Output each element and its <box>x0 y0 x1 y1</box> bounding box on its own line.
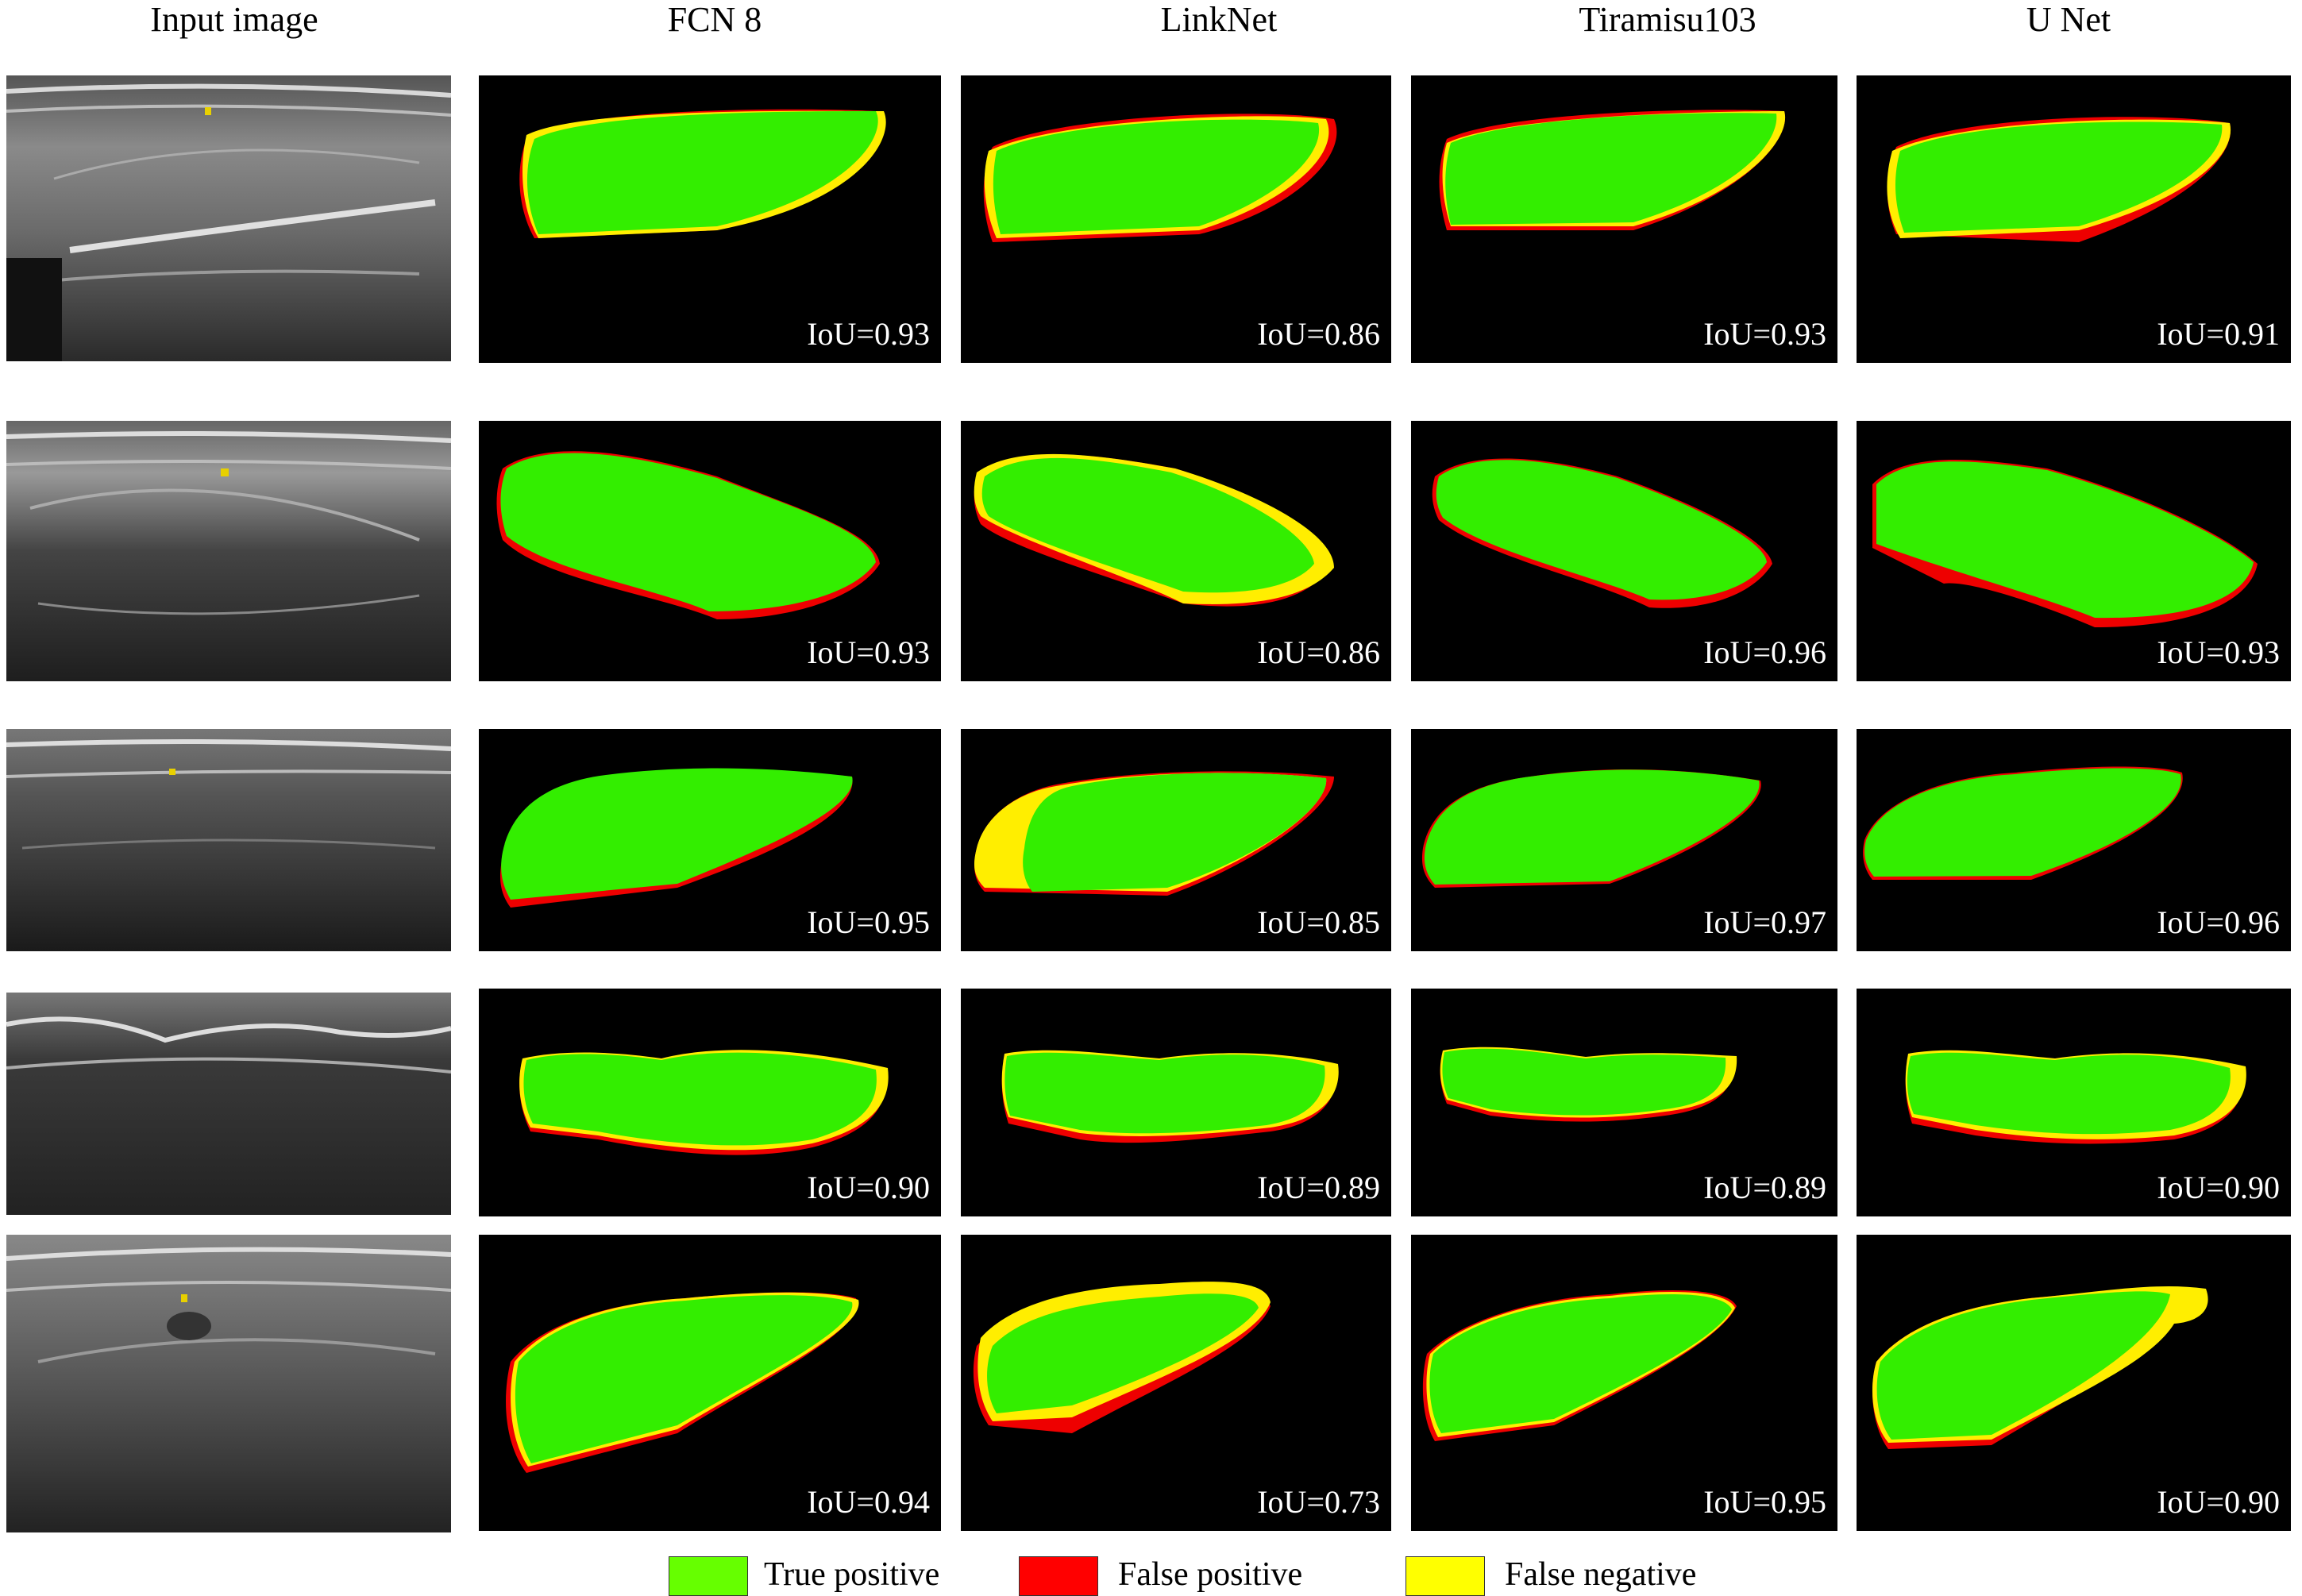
iou-score: IoU=0.90 <box>2157 1170 2280 1205</box>
segmentation-linknet-row-3: IoU=0.85 <box>961 729 1391 951</box>
iou-score: IoU=0.85 <box>1257 904 1380 940</box>
column-header-fcn8: FCN 8 <box>667 0 762 39</box>
ultrasound-image-row-3 <box>6 729 451 951</box>
iou-score: IoU=0.97 <box>1703 904 1826 940</box>
legend-label: True positive <box>764 1556 940 1593</box>
ultrasound-image-row-5 <box>6 1235 451 1532</box>
segmentation-unet-row-3: IoU=0.96 <box>1857 729 2291 951</box>
segmentation-linknet-row-2: IoU=0.86 <box>961 421 1391 681</box>
iou-score: IoU=0.96 <box>2157 904 2280 940</box>
legend-item-false-negative: False negative <box>1405 1556 1739 1596</box>
segmentation-tiramisu103-row-3: IoU=0.97 <box>1411 729 1837 951</box>
iou-score: IoU=0.95 <box>1703 1484 1826 1520</box>
iou-score: IoU=0.90 <box>2157 1484 2280 1520</box>
column-header-unet: U Net <box>2026 0 2111 39</box>
ultrasound-image-row-1 <box>6 75 451 361</box>
legend-swatch-true-positive <box>669 1556 748 1596</box>
iou-score: IoU=0.89 <box>1257 1170 1380 1205</box>
segmentation-unet-row-2: IoU=0.93 <box>1857 421 2291 681</box>
segmentation-tiramisu103-row-2: IoU=0.96 <box>1411 421 1837 681</box>
segmentation-fcn8-row-5: IoU=0.94 <box>479 1235 941 1531</box>
segmentation-unet-row-4: IoU=0.90 <box>1857 989 2291 1216</box>
iou-score: IoU=0.93 <box>2157 634 2280 670</box>
iou-score: IoU=0.93 <box>807 316 930 352</box>
segmentation-fcn8-row-4: IoU=0.90 <box>479 989 941 1216</box>
iou-score: IoU=0.94 <box>807 1484 930 1520</box>
column-header-tiramisu103: Tiramisu103 <box>1579 0 1756 39</box>
iou-score: IoU=0.96 <box>1703 634 1826 670</box>
legend-swatch-false-negative <box>1405 1556 1485 1596</box>
iou-score: IoU=0.73 <box>1257 1484 1380 1520</box>
iou-score: IoU=0.93 <box>807 634 930 670</box>
segmentation-tiramisu103-row-5: IoU=0.95 <box>1411 1235 1837 1531</box>
ultrasound-image-row-4 <box>6 993 451 1215</box>
legend-label: False positive <box>1118 1556 1303 1593</box>
iou-score: IoU=0.86 <box>1257 316 1380 352</box>
segmentation-linknet-row-5: IoU=0.73 <box>961 1235 1391 1531</box>
segmentation-linknet-row-4: IoU=0.89 <box>961 989 1391 1216</box>
segmentation-fcn8-row-1: IoU=0.93 <box>479 75 941 363</box>
iou-score: IoU=0.95 <box>807 904 930 940</box>
ultrasound-image-row-2 <box>6 421 451 681</box>
legend-item-true-positive: True positive <box>669 1556 970 1596</box>
segmentation-unet-row-1: IoU=0.91 <box>1857 75 2291 363</box>
segmentation-fcn8-row-2: IoU=0.93 <box>479 421 941 681</box>
iou-score: IoU=0.89 <box>1703 1170 1826 1205</box>
segmentation-linknet-row-1: IoU=0.86 <box>961 75 1391 363</box>
iou-score: IoU=0.86 <box>1257 634 1380 670</box>
segmentation-tiramisu103-row-4: IoU=0.89 <box>1411 989 1837 1216</box>
iou-score: IoU=0.91 <box>2157 316 2280 352</box>
iou-score: IoU=0.90 <box>807 1170 930 1205</box>
legend-swatch-false-positive <box>1019 1556 1098 1596</box>
segmentation-fcn8-row-3: IoU=0.95 <box>479 729 941 951</box>
column-header-linknet: LinkNet <box>1160 0 1278 39</box>
iou-score: IoU=0.93 <box>1703 316 1826 352</box>
legend-label: False negative <box>1505 1556 1697 1593</box>
column-header-input-image: Input image <box>150 0 318 39</box>
segmentation-unet-row-5: IoU=0.90 <box>1857 1235 2291 1531</box>
segmentation-tiramisu103-row-1: IoU=0.93 <box>1411 75 1837 363</box>
